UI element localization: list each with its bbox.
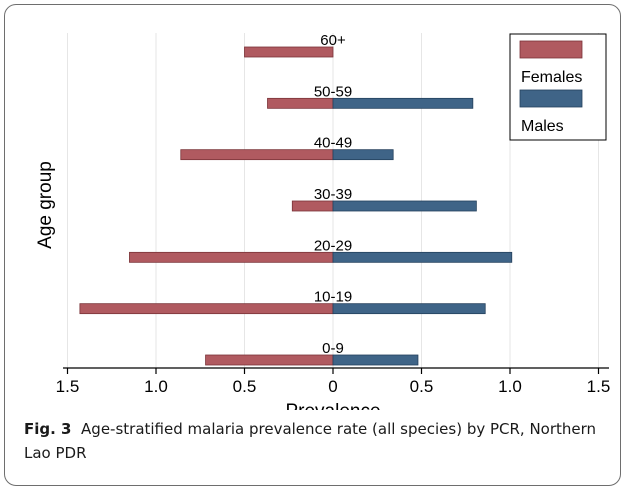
x-tick-label: 0 bbox=[328, 377, 337, 396]
legend-label-females: Females bbox=[521, 69, 582, 86]
bar-males-10-19 bbox=[332, 303, 486, 315]
bar-males-40-49 bbox=[332, 149, 394, 161]
figure-frame: 1.5 1.0 0.5 0 0.5 1.0 1.5 0-9 10-19 20-29 30-39 40… bbox=[4, 4, 621, 486]
x-tick-label: 0.5 bbox=[233, 377, 257, 396]
category-label-20-29: 20-29 bbox=[314, 237, 352, 254]
x-tick-label: 0.5 bbox=[410, 377, 434, 396]
bar-females-40-49 bbox=[180, 149, 334, 161]
x-axis-label: Prevalence bbox=[285, 401, 380, 410]
category-label-30-39: 30-39 bbox=[314, 186, 352, 203]
category-label-40-49: 40-49 bbox=[314, 135, 352, 152]
caption-label: Fig. 3 bbox=[24, 420, 72, 438]
figure-caption: Fig. 3 Age-stratified malaria prevalence… bbox=[24, 417, 604, 465]
y-axis-label: Age group bbox=[35, 161, 56, 249]
x-tick-label: 1.0 bbox=[498, 377, 522, 396]
bar-females-60+ bbox=[244, 46, 334, 58]
prevalence-chart: 1.5 1.0 0.5 0 0.5 1.0 1.5 0-9 10-19 20-29 30-39 40… bbox=[35, 32, 611, 410]
bar-females-0-9 bbox=[205, 354, 334, 366]
x-ticks: 1.5 1.0 0.5 0 0.5 1.0 1.5 bbox=[56, 368, 611, 396]
bar-males-20-29 bbox=[332, 251, 513, 263]
legend-label-males: Males bbox=[521, 118, 564, 135]
legend: Females Males bbox=[509, 33, 607, 141]
bar-females-20-29 bbox=[129, 251, 334, 263]
legend-swatch-males bbox=[519, 89, 583, 108]
category-label-10-19: 10-19 bbox=[314, 289, 352, 306]
legend-swatch-females bbox=[519, 40, 583, 59]
category-label-0-9: 0-9 bbox=[322, 340, 344, 357]
x-tick-label: 1.0 bbox=[144, 377, 168, 396]
bar-males-50-59 bbox=[332, 97, 474, 109]
bars bbox=[79, 46, 513, 366]
x-tick-label: 1.5 bbox=[587, 377, 611, 396]
bar-males-0-9 bbox=[332, 354, 419, 366]
category-label-50-59: 50-59 bbox=[314, 83, 352, 100]
caption-text: Age-stratified malaria prevalence rate (… bbox=[24, 420, 597, 462]
bar-males-30-39 bbox=[332, 200, 477, 212]
bar-females-10-19 bbox=[79, 303, 334, 315]
category-label-60+: 60+ bbox=[320, 32, 346, 49]
x-tick-label: 1.5 bbox=[56, 377, 80, 396]
category-labels: 0-9 10-19 20-29 30-39 40-49 50-59 60+ bbox=[314, 32, 352, 357]
